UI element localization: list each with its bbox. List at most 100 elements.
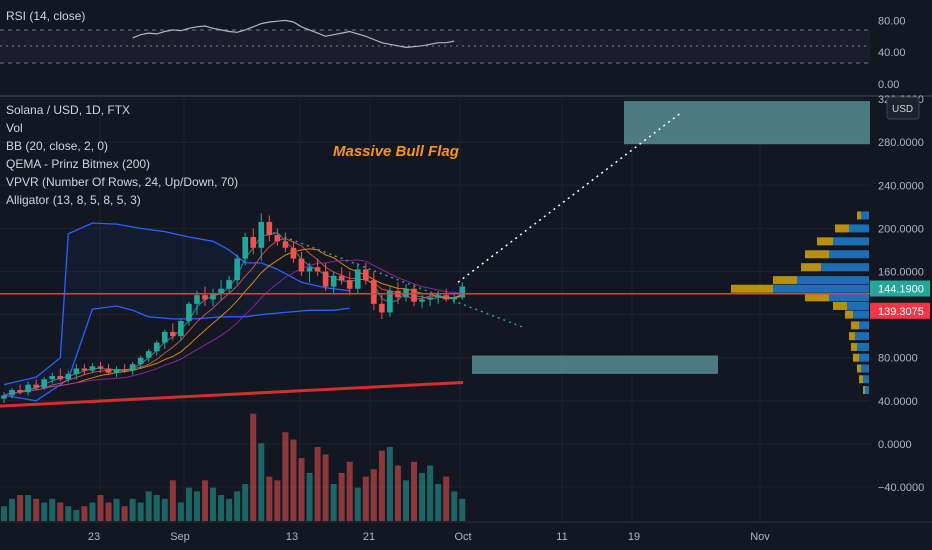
moving-average-line [3, 248, 463, 396]
candle-body [435, 295, 441, 298]
main-pane: 320.0000280.0000240.0000200.0000160.0000… [0, 94, 932, 543]
vpvr-up-row [857, 342, 869, 351]
candle-body [274, 234, 281, 242]
candle-body [427, 297, 433, 300]
legend-vol[interactable]: Vol [6, 121, 23, 135]
volume-bar [242, 484, 249, 521]
time-tick-label: 11 [556, 531, 567, 543]
candle-body [387, 290, 393, 313]
volume-bar [298, 458, 305, 521]
volume-bar [57, 502, 64, 521]
vpvr-down-row [859, 375, 863, 384]
candle-body [242, 237, 248, 259]
candle-body [419, 299, 425, 302]
volume-bar [459, 498, 466, 521]
bb-lower [3, 305, 350, 402]
candle-body [371, 280, 377, 304]
legend-vpvr[interactable]: VPVR (Number Of Rows, 24, Up/Down, 70) [6, 175, 239, 189]
candle-body [258, 221, 265, 248]
volume-bar [386, 447, 393, 521]
candle-body [250, 237, 257, 248]
drawings[interactable] [0, 101, 870, 408]
price-axis[interactable]: 320.0000280.0000240.0000200.0000160.0000… [870, 94, 932, 522]
price-tick-label: 0.0000 [878, 439, 912, 451]
legend-bb[interactable]: BB (20, close, 2, 0) [6, 139, 109, 153]
price-tick-label: 40.0000 [878, 396, 918, 408]
candle-body [73, 368, 80, 374]
volume-bar [145, 491, 152, 521]
candle-body [451, 297, 458, 300]
volume-bar [314, 447, 321, 521]
candle-body [57, 376, 64, 380]
volume-bar [234, 491, 241, 521]
vpvr-down-row [851, 321, 859, 330]
volume-bar [346, 461, 353, 521]
candle-body [411, 288, 417, 302]
vpvr-up-row [853, 310, 869, 319]
rsi-line [132, 19, 455, 49]
candle-body [234, 258, 240, 281]
candle-body [1, 395, 7, 399]
candle-body [97, 366, 104, 369]
time-tick-label: 19 [628, 531, 640, 543]
volume-bar [419, 472, 426, 521]
currency-label: USD [892, 104, 913, 115]
volume-bar [306, 472, 313, 521]
candle-body [81, 368, 88, 371]
vpvr-down-row [805, 293, 829, 302]
volume-bar [274, 480, 281, 521]
volume-bar [169, 480, 176, 521]
candle-body [379, 303, 385, 313]
volume-bar [443, 476, 450, 521]
candle-body [306, 267, 313, 272]
volume-bar [161, 498, 168, 521]
candle-body [65, 373, 72, 380]
volume-bar [89, 502, 96, 521]
candle-body [153, 342, 160, 352]
volume-bar [427, 465, 434, 521]
vpvr-down-row [851, 342, 857, 351]
volume-bar [330, 484, 337, 521]
annotation-text[interactable]: Massive Bull Flag [333, 143, 459, 160]
volume-bar [177, 502, 184, 521]
candle-body [89, 366, 96, 371]
candle-body [443, 295, 449, 300]
symbol-title[interactable]: Solana / USD, 1D, FTX [6, 103, 131, 117]
candle-body [218, 288, 224, 294]
candle-body [145, 351, 152, 358]
rsi-tick-label: 40.00 [878, 47, 906, 59]
price-tick-label: 80.0000 [878, 353, 918, 365]
vpvr-up-row [863, 375, 869, 384]
candle-body [170, 331, 176, 337]
candle-body [186, 303, 192, 322]
volume-bar [411, 461, 418, 521]
volume-bar [193, 491, 200, 521]
vpvr-down-row [835, 224, 849, 233]
last-price-tag [870, 280, 930, 297]
candle-body [282, 241, 289, 248]
volume-bar [322, 454, 329, 521]
candle-body [105, 368, 112, 373]
candle-body [41, 379, 47, 388]
candle-body [354, 269, 361, 289]
bollinger-bands [3, 222, 350, 402]
candle-body [129, 364, 136, 371]
vpvr-down-row [731, 284, 773, 293]
volume-bar [218, 495, 225, 521]
price-tick-label: −40.0000 [878, 482, 924, 494]
vpvr-up-row [849, 224, 869, 233]
volume-bar [65, 506, 72, 521]
legend-alligator[interactable]: Alligator (13, 8, 5, 8, 5, 3) [6, 193, 141, 207]
volume-bar [370, 469, 377, 521]
legend-qema[interactable]: QEMA - Prinz Bitmex (200) [6, 157, 151, 171]
candle-body [113, 369, 120, 373]
bb-fill [4, 223, 350, 401]
volume-bar [17, 495, 24, 521]
vpvr-up-row [797, 276, 869, 285]
volume-bar [210, 487, 217, 521]
candle-body [322, 271, 329, 287]
vpvr-down-row [845, 310, 853, 319]
time-axis[interactable]: 23 Sep 13 21 Oct 11 19 Nov [0, 521, 932, 543]
moving-averages [3, 232, 463, 396]
